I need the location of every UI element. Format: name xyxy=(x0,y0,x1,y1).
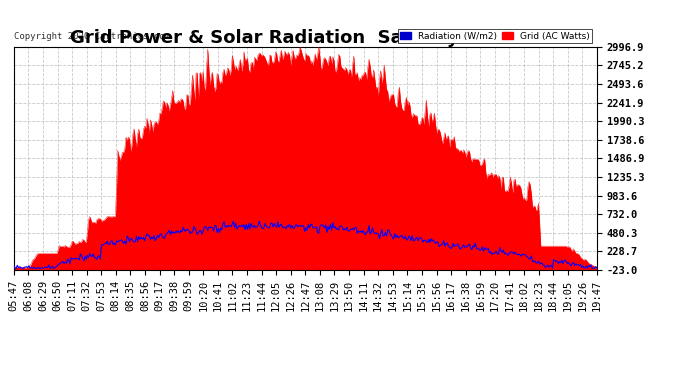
Text: Copyright 2020 Cartronics.com: Copyright 2020 Cartronics.com xyxy=(14,32,170,41)
Legend: Radiation (W/m2), Grid (AC Watts): Radiation (W/m2), Grid (AC Watts) xyxy=(397,29,592,44)
Title: Grid Power & Solar Radiation  Sat May 2 19:51: Grid Power & Solar Radiation Sat May 2 1… xyxy=(70,29,541,47)
